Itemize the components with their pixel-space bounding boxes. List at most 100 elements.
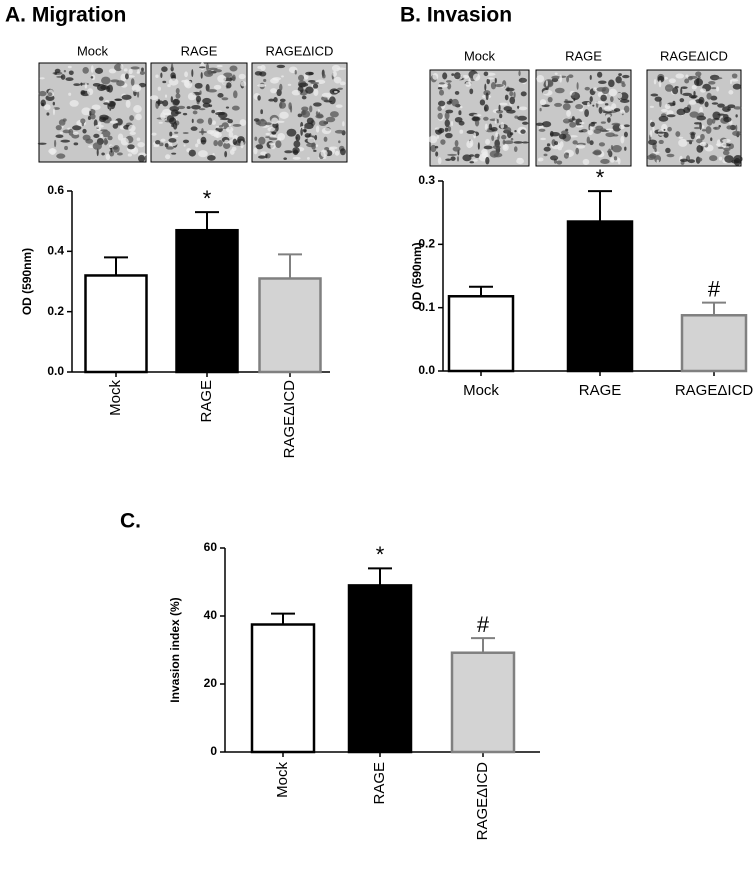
micrograph-spot: [323, 136, 328, 142]
micrograph-spot: [109, 150, 115, 157]
micrograph-spot: [693, 126, 701, 130]
micrograph-spot: [270, 78, 279, 84]
micrograph-spot: [107, 135, 113, 141]
micrograph-spot: [672, 87, 679, 95]
micrograph-spot: [137, 141, 145, 148]
micrograph-spot: [434, 127, 440, 130]
micrograph-spot: [622, 74, 630, 79]
micrograph-spot: [294, 69, 297, 75]
micrograph-spot: [200, 72, 203, 79]
micrograph-spot: [598, 142, 606, 147]
micrograph-spot: [211, 120, 217, 125]
micrograph-spot: [680, 87, 683, 95]
micrograph-spot: [483, 71, 489, 77]
micrograph-spot: [485, 138, 491, 145]
micrograph-spot: [664, 84, 674, 92]
micrograph-spot: [305, 86, 314, 94]
micrograph-spot: [308, 79, 316, 83]
micrograph-spot: [302, 128, 307, 132]
micrograph-spot: [213, 140, 218, 147]
micrograph-spot: [649, 129, 653, 138]
micrograph-spot: [109, 120, 119, 124]
micrograph-spot: [575, 118, 583, 127]
micrograph-spot: [129, 131, 136, 135]
micrograph-spot: [207, 89, 218, 93]
bar: [566, 220, 634, 373]
micrograph-spot: [691, 84, 697, 90]
micrograph-spot: [545, 80, 549, 87]
micrograph-spot: [325, 116, 336, 123]
micrograph-spot: [718, 156, 723, 161]
micrograph-spot: [128, 124, 136, 132]
micrograph-spot: [157, 86, 161, 91]
micrograph-spot: [494, 77, 497, 84]
micrograph-spot: [338, 140, 341, 144]
micrograph-spot: [484, 123, 488, 131]
micrograph-spot: [438, 82, 445, 85]
micrograph-spot: [101, 152, 105, 156]
micrograph-spot: [490, 82, 497, 90]
micrograph-spot: [257, 95, 261, 101]
micrograph-spot: [513, 141, 523, 144]
micrograph-spot: [621, 82, 626, 88]
micrograph-spot: [39, 77, 45, 80]
micrograph-spot: [698, 96, 705, 105]
micrograph-spot: [277, 120, 285, 123]
micrograph-spot: [618, 73, 622, 77]
micrograph-spot: [340, 148, 346, 156]
micrograph-spot: [82, 134, 91, 141]
micrograph-spot: [186, 106, 191, 109]
micrograph: [646, 69, 743, 167]
micrograph-spot: [547, 96, 553, 103]
micrograph-spot: [87, 88, 94, 96]
micrograph-spot: [716, 86, 720, 92]
micrograph-spot: [222, 142, 231, 149]
micrograph-spot: [494, 83, 504, 88]
y-tick-label: 0.2: [418, 237, 435, 251]
micrograph-spot: [474, 153, 481, 159]
micrograph-spot: [484, 83, 487, 91]
micrograph-spot: [117, 133, 124, 141]
micrograph-spot: [264, 122, 272, 126]
micrograph-spot: [127, 144, 135, 150]
micrograph-spot: [332, 71, 337, 77]
micrograph-spot: [469, 161, 475, 164]
micrograph-spot: [710, 95, 718, 101]
micrograph-spot: [263, 78, 267, 82]
micrograph-spot: [301, 110, 307, 116]
micrograph-spot: [437, 112, 443, 120]
micrograph-spot: [168, 138, 177, 143]
micrograph-spot: [518, 106, 528, 111]
micrograph-spot: [459, 129, 464, 134]
micrograph-spot: [452, 146, 461, 152]
x-tick-label: Mock: [274, 762, 291, 798]
micrograph-spot: [315, 144, 319, 147]
micrograph-spot: [495, 109, 504, 114]
micrograph-spot: [183, 144, 186, 147]
micrograph-spot: [93, 133, 100, 139]
micrograph-spot: [483, 145, 493, 150]
micrograph-spot: [231, 74, 236, 82]
micrograph-spot: [283, 157, 287, 160]
micrograph-spot: [600, 121, 606, 124]
micrograph-spot: [164, 143, 169, 148]
micrograph-spot: [114, 98, 122, 102]
micrograph-spot: [592, 104, 595, 107]
micrograph-spot: [182, 131, 189, 135]
micrograph-spot: [706, 92, 712, 100]
micrograph-spot: [536, 74, 545, 83]
micrograph-spot: [291, 89, 301, 96]
micrograph-spot: [568, 74, 574, 79]
micrograph-spot: [265, 153, 268, 159]
micrograph-spot: [689, 111, 699, 118]
micrograph-spot: [503, 144, 508, 150]
micrograph-spot: [313, 88, 319, 97]
micrograph-spot: [554, 87, 565, 94]
micrograph-spot: [93, 119, 98, 127]
micrograph-spot: [103, 102, 109, 105]
micrograph-spot: [444, 119, 450, 128]
micrograph-spot: [715, 143, 723, 147]
micrograph-spot: [329, 96, 336, 105]
micrograph-spot: [546, 143, 551, 147]
micrograph-spot: [96, 148, 99, 157]
